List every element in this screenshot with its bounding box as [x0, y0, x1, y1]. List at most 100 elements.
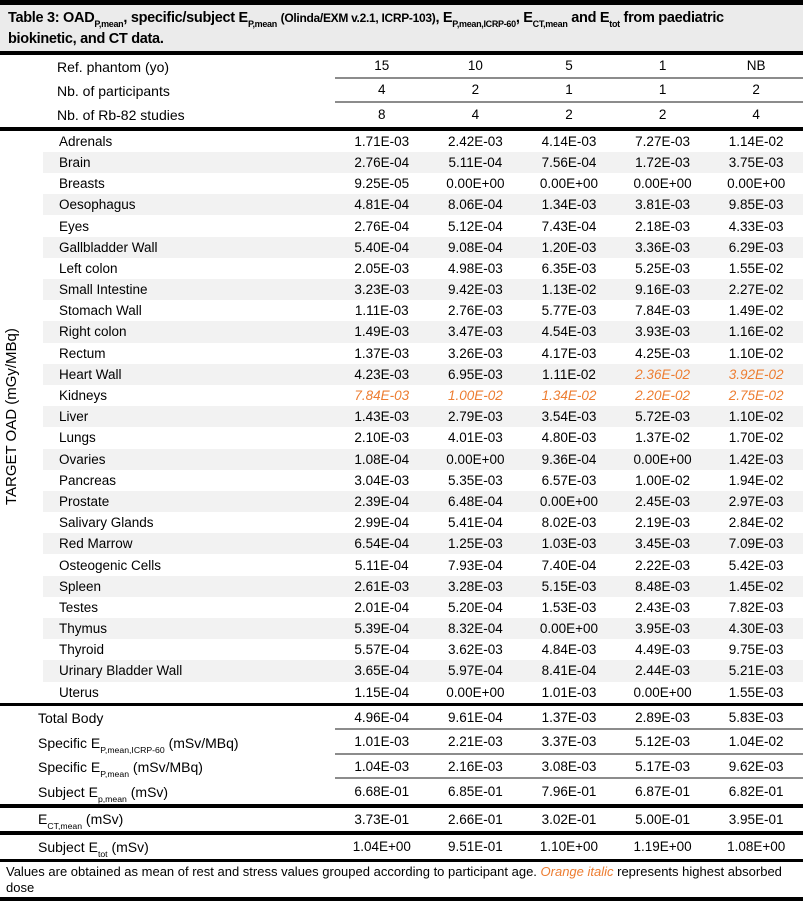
subscript: CT,mean	[47, 821, 83, 832]
value-cell: 7.84E-03	[635, 303, 690, 319]
value-cell: 9.85E-03	[728, 197, 784, 213]
organ-row: Urinary Bladder Wall 3.65E-04 5.97E-04 8.41…	[43, 660, 803, 682]
value-cell: 3.04E-03	[354, 472, 410, 488]
value-cell: 1.11E-02	[542, 366, 596, 382]
subscript: P,mean	[100, 769, 130, 780]
organ-label: Gallbladder Wall	[59, 239, 158, 255]
organ-row: Adrenals 1.71E-03 2.42E-03 4.14E-03 7.27E-03…	[43, 131, 803, 152]
value-cell: 2.27E-02	[728, 282, 784, 298]
value-cell: 1.13E-02	[541, 282, 597, 298]
organ-row: Eyes 2.76E-04 5.12E-04 7.43E-04 2.18E-03 4.33…	[43, 215, 803, 236]
value-cell: 5.77E-03	[541, 303, 597, 319]
value-cell: 3.02E-01	[541, 811, 597, 827]
summary-row-label: Specific EP,mean (mSv/MBq)	[38, 759, 203, 780]
organ-label: Prostate	[59, 493, 110, 509]
organ-row: Small Intestine 3.23E-03 9.42E-03 1.13E-02 9…	[43, 279, 803, 301]
value-cell: 4.17E-03	[541, 345, 597, 361]
organ-label: Pancreas	[59, 472, 117, 488]
value-cell: 0.00E+00	[446, 684, 505, 700]
value-cell: 4.84E-03	[541, 642, 597, 658]
value-cell: 3.93E-03	[635, 324, 690, 340]
value-cell: 4.98E-03	[447, 260, 503, 276]
value-cell: 5.20E-04	[447, 599, 503, 615]
value-cell: 6.54E-04	[354, 536, 410, 552]
summary-row-label: Total Body	[38, 710, 104, 726]
value-cell: 2.19E-03	[635, 515, 690, 531]
organ-label: Eyes	[59, 218, 90, 234]
organ-label: Spleen	[59, 578, 102, 594]
organ-label: Stomach Wall	[59, 303, 142, 319]
value-cell: 8.02E-03	[541, 515, 597, 531]
header-row: Nb. of Rb-82 studies 8 4 2 2 4	[0, 103, 803, 127]
value-cell: 2.97E-03	[728, 493, 784, 509]
value-cell: 5.35E-03	[447, 472, 503, 488]
value-cell: 2.01E-04	[354, 599, 410, 615]
organ-row: Spleen 2.61E-03 3.28E-03 5.15E-03 8.48E-03 1.…	[43, 575, 803, 597]
value-cell: 1.94E-02	[728, 472, 784, 488]
value-cell: 1.71E-03	[354, 133, 410, 149]
value-cell: 5.39E-04	[354, 621, 410, 637]
value-cell: 2.76E-03	[447, 303, 503, 319]
row-values: 4.23E-03 6.95E-03 1.11E-02 2.36E-02 3.92E-02	[335, 364, 803, 385]
value-cell: 2.79E-03	[447, 409, 503, 425]
value-cell: 2	[565, 107, 573, 123]
row-values: 2.10E-03 4.01E-03 4.80E-03 1.37E-02 1.70E-02	[335, 427, 803, 448]
effective-dose-summary-section: Total Body 4.96E-04 9.61E-04 1.37E-03 2.89E-…	[0, 706, 803, 804]
value-cell: 4.80E-03	[541, 430, 597, 446]
row-values: 1.37E-03 3.26E-03 4.17E-03 4.25E-03 1.10E-02	[335, 343, 803, 364]
organ-label: Thyroid	[59, 642, 105, 658]
organ-row: Lungs 2.10E-03 4.01E-03 4.80E-03 1.37E-02 1.7…	[43, 427, 803, 448]
organ-row: Red Marrow 6.54E-04 1.25E-03 1.03E-03 3.45E-…	[43, 533, 803, 555]
value-cell: 1	[658, 58, 667, 74]
etot-label: Subject Etot (mSv)	[38, 838, 149, 859]
value-cell: 4	[752, 107, 760, 123]
value-cell: 8.06E-04	[447, 197, 503, 213]
value-cell: 7.96E-01	[541, 784, 597, 799]
value-cell: 4.01E-03	[447, 430, 503, 446]
value-cell: 1.49E-02	[728, 303, 784, 319]
organ-rows: Adrenals 1.71E-03 2.42E-03 4.14E-03 7.27E-03…	[0, 131, 803, 703]
value-cell: 1.10E-02	[728, 409, 784, 425]
section-divider	[0, 830, 803, 835]
value-cell: 2.99E-04	[354, 515, 410, 531]
value-cell: 1.00E-02	[447, 388, 503, 404]
value-cell: 1.37E-03	[541, 709, 597, 725]
row-values: 1.08E-04 0.00E+00 9.36E-04 0.00E+00 1.42E-03	[335, 449, 803, 470]
value-cell: 1.16E-02	[728, 324, 784, 340]
ct-dose-section: ECT,mean (mSv) 3.73E-01 2.66E-01 3.02E-01 5.…	[0, 808, 803, 831]
table-title: Table 3: OADP,mean, specific/subject EP,…	[0, 5, 803, 55]
row-values: 4 2 1 1 2	[335, 79, 803, 103]
value-cell: 2.66E-01	[447, 811, 503, 827]
value-cell: 2.21E-03	[447, 734, 503, 749]
value-cell: 3.73E-01	[354, 811, 410, 827]
value-cell: 2.61E-03	[354, 578, 410, 594]
value-cell: 1.08E+00	[727, 839, 786, 855]
value-cell: 3.26E-03	[447, 345, 503, 361]
organ-row: Testes 2.01E-04 5.20E-04 1.53E-03 2.43E-03 7.…	[43, 597, 803, 618]
value-cell: 2.16E-03	[447, 758, 503, 774]
value-cell: 0.00E+00	[727, 176, 786, 192]
organ-row: Prostate 2.39E-04 6.48E-04 0.00E+00 2.45E-03…	[43, 490, 803, 513]
header-row: Nb. of participants 4 2 1 1 2	[0, 79, 803, 103]
organ-row: Liver 1.43E-03 2.79E-03 3.54E-03 5.72E-03 1.1…	[43, 406, 803, 428]
row-values: 3.73E-01 2.66E-01 3.02E-01 5.00E-01 3.95E-01	[335, 808, 803, 831]
row-values: 6.68E-01 6.85E-01 7.96E-01 6.87E-01 6.82E-01	[335, 779, 803, 804]
row-values: 2.01E-04 5.20E-04 1.53E-03 2.43E-03 7.82E-03	[335, 597, 803, 618]
organ-row: Thyroid 5.57E-04 3.62E-03 4.84E-03 4.49E-03 9…	[43, 639, 803, 660]
value-cell: 3.28E-03	[447, 578, 503, 594]
row-values: 1.15E-04 0.00E+00 1.01E-03 0.00E+00 1.55E-03	[335, 682, 803, 703]
row-values: 2.99E-04 5.41E-04 8.02E-03 2.19E-03 2.84E-02	[335, 512, 803, 533]
value-cell: 3.81E-03	[635, 197, 690, 213]
value-cell: 3.36E-03	[635, 239, 690, 255]
value-cell: 8.32E-04	[447, 621, 503, 637]
organ-row: Salivary Glands 2.99E-04 5.41E-04 8.02E-03 2…	[43, 512, 803, 533]
value-cell: 9.25E-05	[354, 176, 410, 192]
value-cell: 1.04E-03	[354, 758, 410, 774]
value-cell: 3.45E-03	[635, 536, 690, 552]
value-cell: 1.10E+00	[539, 839, 599, 855]
organ-row: Left colon 2.05E-03 4.98E-03 6.35E-03 5.25E-…	[43, 258, 803, 279]
value-cell: 9.62E-03	[728, 758, 784, 774]
subscript: p,mean	[97, 793, 127, 804]
row-values: 4.96E-04 9.61E-04 1.37E-03 2.89E-03 5.83E-03	[335, 706, 803, 731]
